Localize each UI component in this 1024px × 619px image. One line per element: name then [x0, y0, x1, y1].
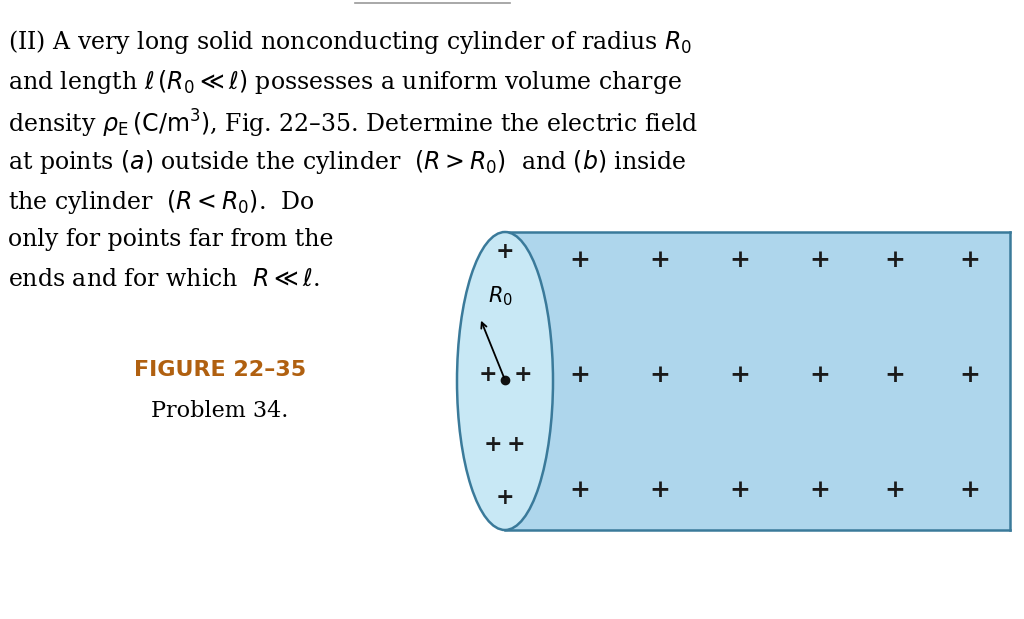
Text: +: +	[649, 363, 671, 387]
Text: +: +	[959, 248, 980, 272]
Text: the cylinder  $(R < R_0)$.  Do: the cylinder $(R < R_0)$. Do	[8, 188, 314, 216]
Text: $R_0$: $R_0$	[488, 284, 513, 308]
Text: +: +	[483, 434, 503, 456]
Text: +: +	[478, 364, 498, 386]
Text: +: +	[496, 487, 514, 509]
Text: Problem 34.: Problem 34.	[152, 400, 289, 422]
Text: +: +	[959, 363, 980, 387]
Ellipse shape	[457, 232, 553, 530]
Text: +: +	[496, 241, 514, 263]
Text: +: +	[729, 363, 751, 387]
Text: +: +	[649, 248, 671, 272]
Text: +: +	[885, 363, 905, 387]
Text: FIGURE 22–35: FIGURE 22–35	[134, 360, 306, 380]
Text: (II) A very long solid nonconducting cylinder of radius $R_0$: (II) A very long solid nonconducting cyl…	[8, 28, 692, 56]
Text: +: +	[810, 248, 830, 272]
Text: density $\rho_\mathrm{E}\,(\mathrm{C/m^3})$, Fig. 22–35. Determine the electric : density $\rho_\mathrm{E}\,(\mathrm{C/m^3…	[8, 108, 698, 140]
Text: +: +	[507, 434, 525, 456]
Text: +: +	[729, 248, 751, 272]
Text: +: +	[959, 478, 980, 502]
Text: +: +	[885, 478, 905, 502]
Text: and length $\ell\,(R_0 \ll \ell)$ possesses a uniform volume charge: and length $\ell\,(R_0 \ll \ell)$ posses…	[8, 68, 682, 96]
Text: +: +	[569, 248, 591, 272]
Text: +: +	[514, 364, 532, 386]
Text: at points $(a)$ outside the cylinder  $(R > R_0)$  and $(b)$ inside: at points $(a)$ outside the cylinder $(R…	[8, 148, 686, 176]
Text: only for points far from the: only for points far from the	[8, 228, 334, 251]
Text: ends and for which  $R \ll \ell$.: ends and for which $R \ll \ell$.	[8, 268, 319, 291]
Text: +: +	[569, 478, 591, 502]
Text: +: +	[729, 478, 751, 502]
Text: +: +	[810, 478, 830, 502]
Bar	[505, 232, 1010, 530]
Text: +: +	[810, 363, 830, 387]
Text: +: +	[569, 363, 591, 387]
Text: +: +	[885, 248, 905, 272]
Text: +: +	[649, 478, 671, 502]
